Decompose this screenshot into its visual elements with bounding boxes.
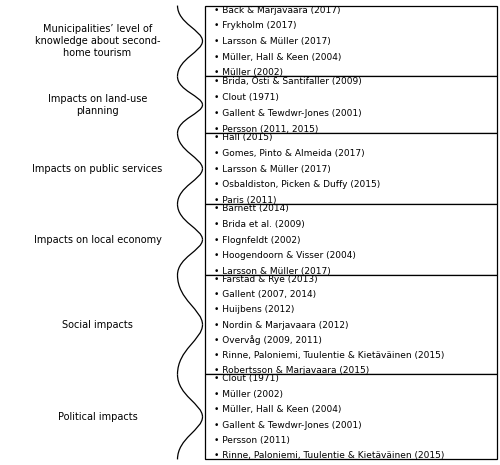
Text: • Clout (1971): • Clout (1971) [214,374,279,384]
Text: • Gallent & Tewdwr-Jones (2001): • Gallent & Tewdwr-Jones (2001) [214,420,362,430]
Text: • Brida et al. (2009): • Brida et al. (2009) [214,220,305,229]
Text: • Robertsson & Marjavaara (2015): • Robertsson & Marjavaara (2015) [214,366,369,375]
Text: Social impacts: Social impacts [62,319,133,330]
Text: • Müller (2002): • Müller (2002) [214,68,283,77]
Text: • Müller, Hall & Keen (2004): • Müller, Hall & Keen (2004) [214,405,342,414]
Text: • Larsson & Müller (2017): • Larsson & Müller (2017) [214,37,331,46]
Text: • Larsson & Müller (2017): • Larsson & Müller (2017) [214,267,331,276]
Text: • Brida, Osti & Santifaller (2009): • Brida, Osti & Santifaller (2009) [214,77,362,86]
Text: • Huijbens (2012): • Huijbens (2012) [214,306,294,314]
Text: • Clout (1971): • Clout (1971) [214,93,279,102]
Text: • Rinne, Paloniemi, Tuulentie & Kietäväinen (2015): • Rinne, Paloniemi, Tuulentie & Kietäväi… [214,351,444,360]
Text: • Gomes, Pinto & Almeida (2017): • Gomes, Pinto & Almeida (2017) [214,149,364,158]
Text: • Hoogendoorn & Visser (2004): • Hoogendoorn & Visser (2004) [214,251,356,260]
Text: • Farstad & Rye (2013): • Farstad & Rye (2013) [214,275,318,284]
Text: • Persson (2011): • Persson (2011) [214,436,290,445]
Text: • Paris (2011): • Paris (2011) [214,196,276,205]
FancyBboxPatch shape [205,275,498,374]
FancyBboxPatch shape [205,77,498,133]
Text: • Müller (2002): • Müller (2002) [214,390,283,399]
FancyBboxPatch shape [205,133,498,204]
Text: Impacts on land-use
planning: Impacts on land-use planning [48,94,147,116]
Text: • Rinne, Paloniemi, Tuulentie & Kietäväinen (2015): • Rinne, Paloniemi, Tuulentie & Kietäväi… [214,451,444,460]
Text: Impacts on public services: Impacts on public services [32,164,162,174]
Text: • Persson (2011, 2015): • Persson (2011, 2015) [214,125,318,134]
Text: • Barnett (2014): • Barnett (2014) [214,204,289,213]
Text: • Osbaldiston, Picken & Duffy (2015): • Osbaldiston, Picken & Duffy (2015) [214,180,380,189]
Text: • Overvåg (2009, 2011): • Overvåg (2009, 2011) [214,335,322,345]
FancyBboxPatch shape [205,6,498,77]
Text: • Müller, Hall & Keen (2004): • Müller, Hall & Keen (2004) [214,53,342,62]
Text: • Frykholm (2017): • Frykholm (2017) [214,21,296,30]
Text: • Nordin & Marjavaara (2012): • Nordin & Marjavaara (2012) [214,321,348,330]
FancyBboxPatch shape [205,374,498,459]
Text: • Flognfeldt (2002): • Flognfeldt (2002) [214,236,300,245]
Text: Municipalities’ level of
knowledge about second-
home tourism: Municipalities’ level of knowledge about… [35,25,160,58]
Text: Political impacts: Political impacts [58,412,138,422]
Text: • Gallent & Tewdwr-Jones (2001): • Gallent & Tewdwr-Jones (2001) [214,109,362,118]
Text: Impacts on local economy: Impacts on local economy [34,234,162,245]
Text: • Hall (2015): • Hall (2015) [214,133,272,142]
Text: • Larsson & Müller (2017): • Larsson & Müller (2017) [214,165,331,173]
Text: • Back & Marjavaara (2017): • Back & Marjavaara (2017) [214,6,340,15]
FancyBboxPatch shape [205,204,498,275]
Text: • Gallent (2007, 2014): • Gallent (2007, 2014) [214,290,316,299]
